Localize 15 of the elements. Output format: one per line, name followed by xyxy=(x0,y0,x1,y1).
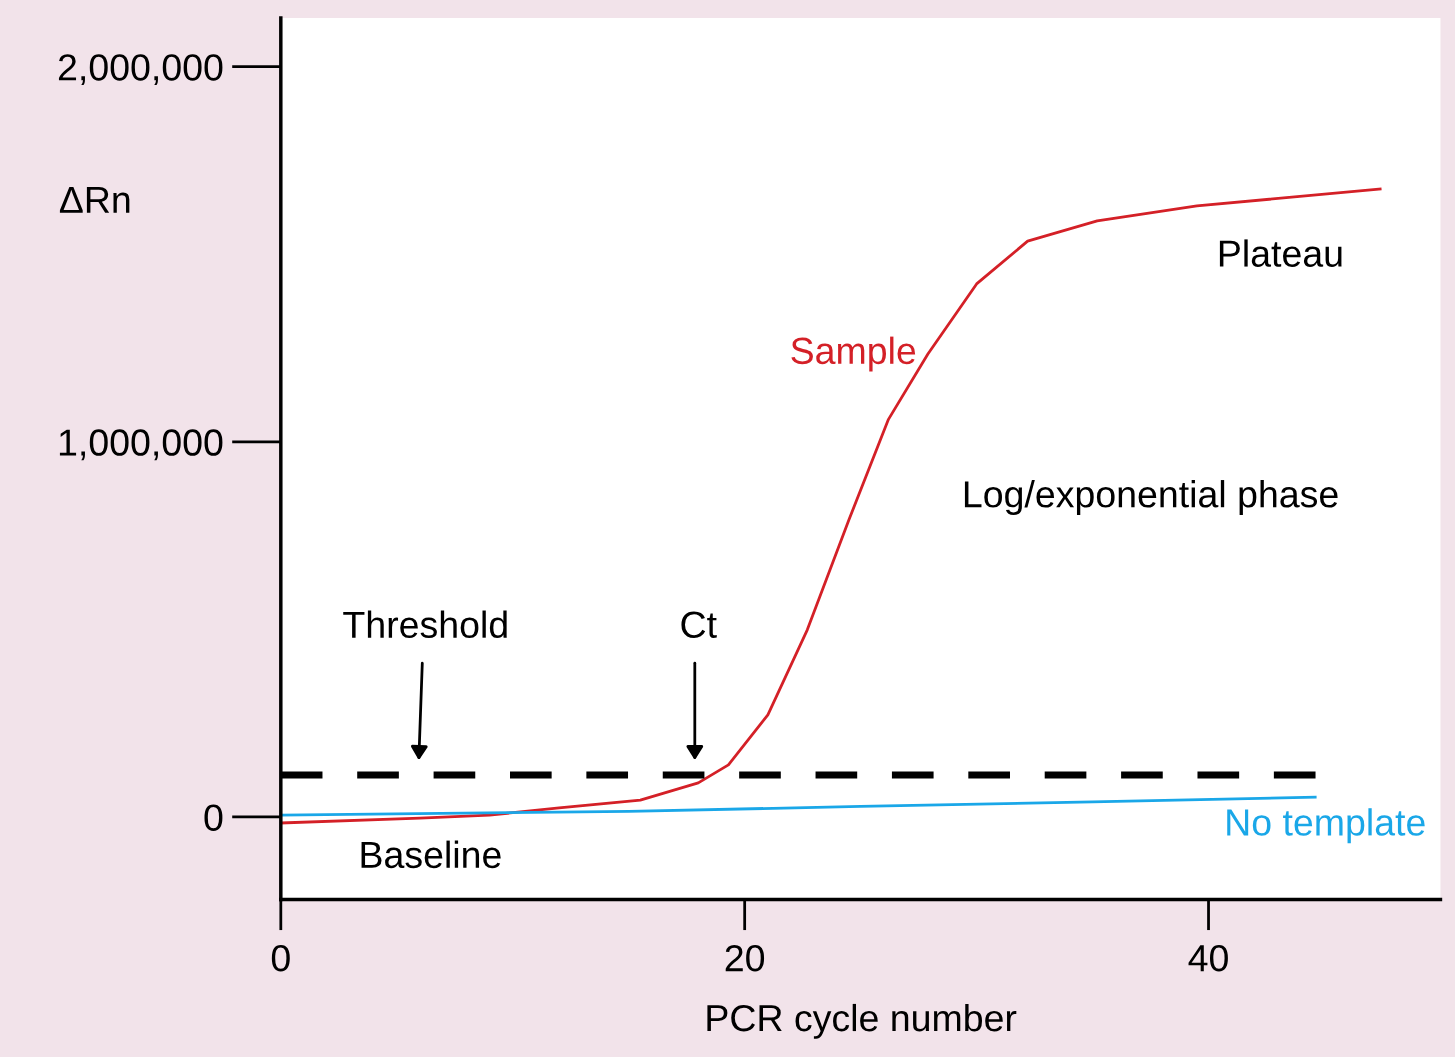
x-tick-label: 0 xyxy=(271,944,290,972)
series-label: Sample xyxy=(791,336,916,372)
y-tick-label: 1,000,000 xyxy=(59,429,223,461)
annotation: Threshold xyxy=(343,610,507,639)
y-axis-title: ΔRn xyxy=(59,186,130,213)
x-tick-label: 40 xyxy=(1188,944,1228,972)
annotation: Baseline xyxy=(361,840,501,869)
annotation: Plateau xyxy=(1219,239,1342,267)
y-tick-label: 2,000,000 xyxy=(58,54,223,86)
annotation: Ct xyxy=(681,611,717,639)
x-axis-title: PCR cycle number xyxy=(707,1003,1017,1039)
y-tick-label: 0 xyxy=(204,804,223,831)
series-label: No template xyxy=(1227,808,1425,844)
annotation: Log/exponential phase xyxy=(964,480,1338,515)
x-tick-label: 20 xyxy=(725,944,765,972)
